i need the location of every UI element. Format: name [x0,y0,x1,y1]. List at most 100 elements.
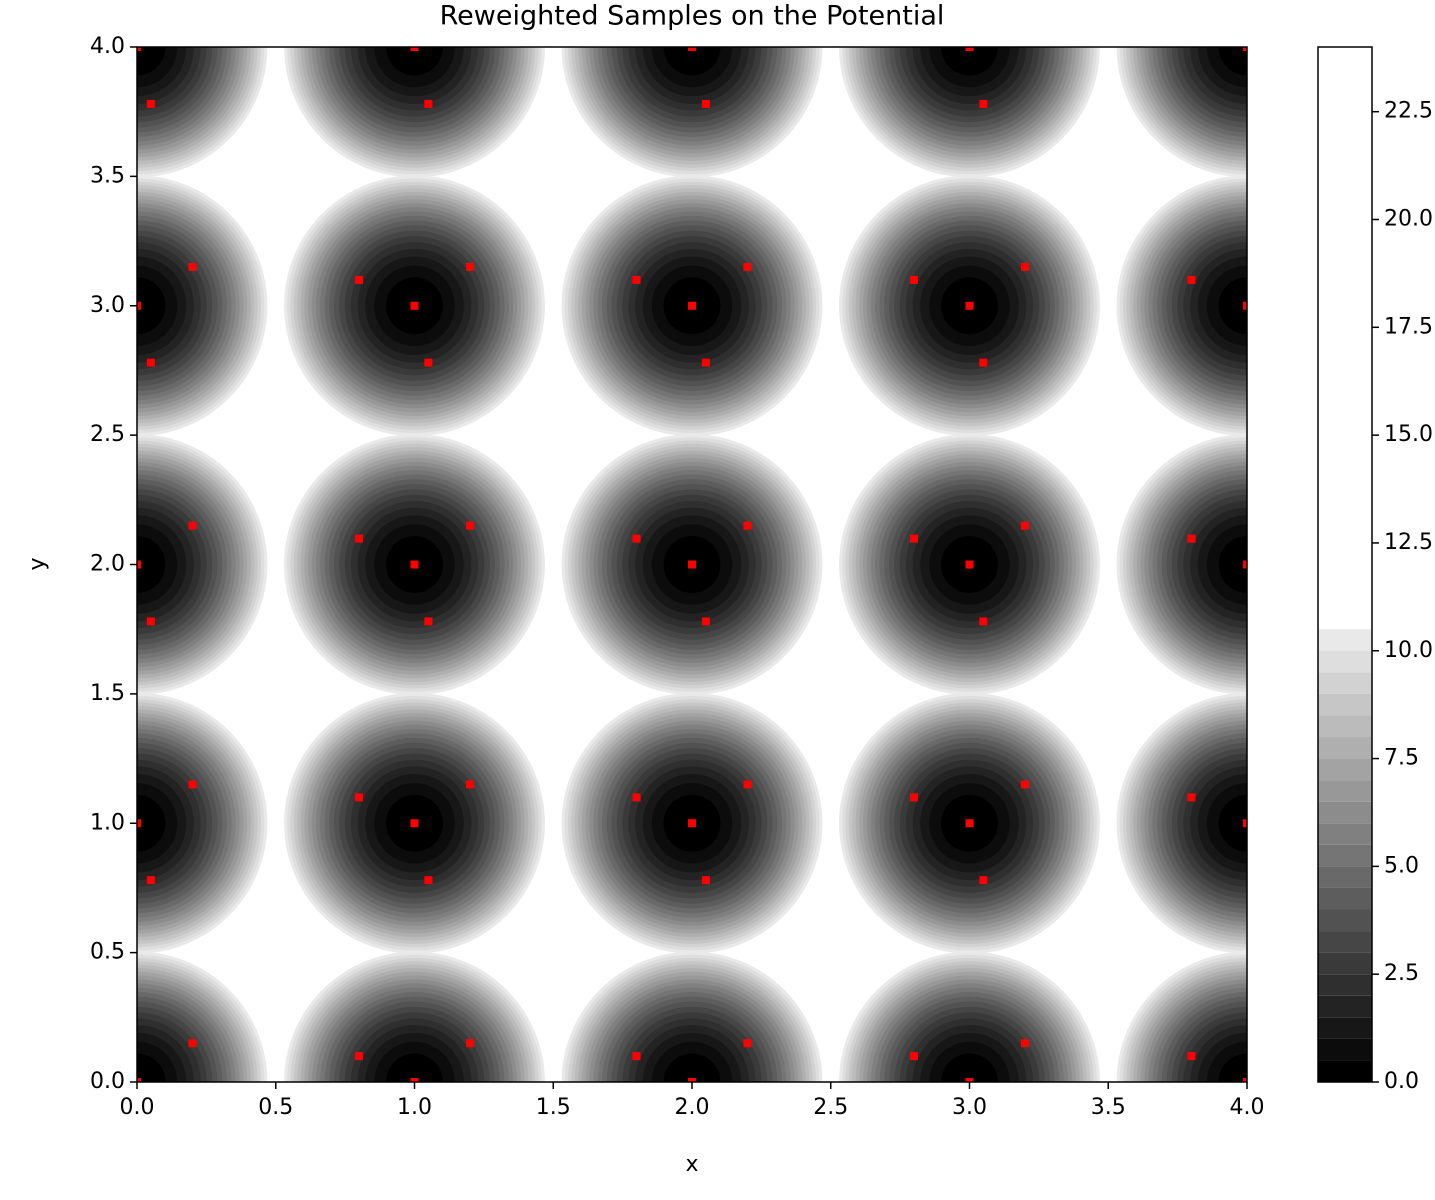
sample-point [1187,534,1196,543]
colorbar-band [1318,672,1372,694]
chart-title: Reweighted Samples on the Potential [440,1,945,32]
sample-point [410,301,419,310]
x-tick-label: 0.5 [258,1095,293,1120]
sample-point [466,521,474,530]
y-tick-label: 3.5 [90,163,125,188]
contour-band [941,1053,998,1082]
colorbar-band [1318,995,1372,1018]
sample-point [979,358,988,367]
y-axis-label: y [25,557,50,570]
sample-point [979,617,988,626]
sample-point [188,780,197,789]
contour-band [386,47,443,76]
colorbar-band [1318,715,1372,737]
sample-point [1243,560,1247,569]
colorbar-tick-label: 2.5 [1384,961,1419,986]
sample-point [632,275,641,284]
contour-band [1218,536,1247,593]
sample-point [146,876,155,885]
sample-point [355,793,363,802]
sample-point [466,1039,474,1048]
sample-point [1187,275,1196,284]
contour-band [1218,47,1247,76]
sample-point [979,99,988,108]
sample-point [701,99,710,108]
sample-point [1187,793,1196,802]
colorbar-band [1318,650,1372,673]
sample-point [965,47,974,51]
sample-point [688,560,696,569]
sample-point [965,819,974,828]
colorbar-band [1318,758,1372,781]
x-axis-label: x [685,1152,698,1177]
contour-band [137,1053,166,1082]
sample-point [910,793,918,802]
sample-point [188,262,197,271]
sample-point [743,1039,752,1048]
sample-point [1243,1078,1247,1082]
colorbar-band [1318,780,1372,802]
x-tick-label: 1.0 [397,1095,432,1120]
sample-point [146,99,155,108]
sample-point [355,275,363,284]
colorbar-tick-label: 12.5 [1384,530,1433,555]
sample-point [965,560,974,569]
sample-point [137,301,141,310]
y-tick-label: 1.0 [90,810,125,835]
colorbar-tick-label: 7.5 [1384,746,1419,771]
sample-point [410,47,419,51]
contour-band [663,1053,721,1082]
colorbar-tick-label: 17.5 [1384,314,1433,339]
colorbar-band [1318,693,1372,716]
sample-point [701,617,710,626]
colorbar-band [1318,974,1372,996]
x-tick-label: 0.0 [120,1095,155,1120]
sample-point [688,1078,696,1082]
sample-point [1021,521,1029,530]
potential-field [137,47,1247,1082]
samples [137,47,1247,1082]
y-tick-label: 0.5 [90,940,125,965]
sample-point [701,876,710,885]
contour-band [137,277,166,335]
contour-band [137,536,166,593]
sample-point [632,534,641,543]
x-tick-label: 2.0 [675,1095,710,1120]
contour-band [941,47,998,76]
colorbar-band [1318,629,1372,651]
sample-point [137,1078,141,1082]
sample-point [910,1052,918,1061]
colorbar-tick-label: 10.0 [1384,638,1433,663]
contour-band [663,47,721,76]
sample-point [743,262,752,271]
x-tick-label: 4.0 [1230,1095,1265,1120]
colorbar-band [1318,887,1372,910]
colorbar-band [1318,801,1372,824]
sample-point [965,1078,974,1082]
sample-point [1021,1039,1029,1048]
sample-point [743,780,752,789]
colorbar-band [1318,931,1372,953]
sample-point [910,275,918,284]
x-tick-label: 3.5 [1091,1095,1126,1120]
sample-point [1243,47,1247,51]
colorbar-band [1318,823,1372,845]
colorbar-band [1318,952,1372,975]
sample-point [701,358,710,367]
y-tick-label: 4.0 [90,34,125,59]
y-tick-label: 2.5 [90,422,125,447]
sample-point [632,1052,641,1061]
sample-point [137,560,141,569]
sample-point [410,819,419,828]
sample-point [424,876,433,885]
sample-point [424,99,433,108]
sample-point [355,1052,363,1061]
sample-point [965,301,974,310]
contour-band [386,1053,443,1082]
colorbar-frame [1317,46,1373,1083]
contour-band [137,794,166,852]
sample-point [355,534,363,543]
colorbar-tick-label: 15.0 [1384,422,1433,447]
colorbar-band [1318,1038,1372,1061]
x-tick-label: 1.5 [536,1095,571,1120]
